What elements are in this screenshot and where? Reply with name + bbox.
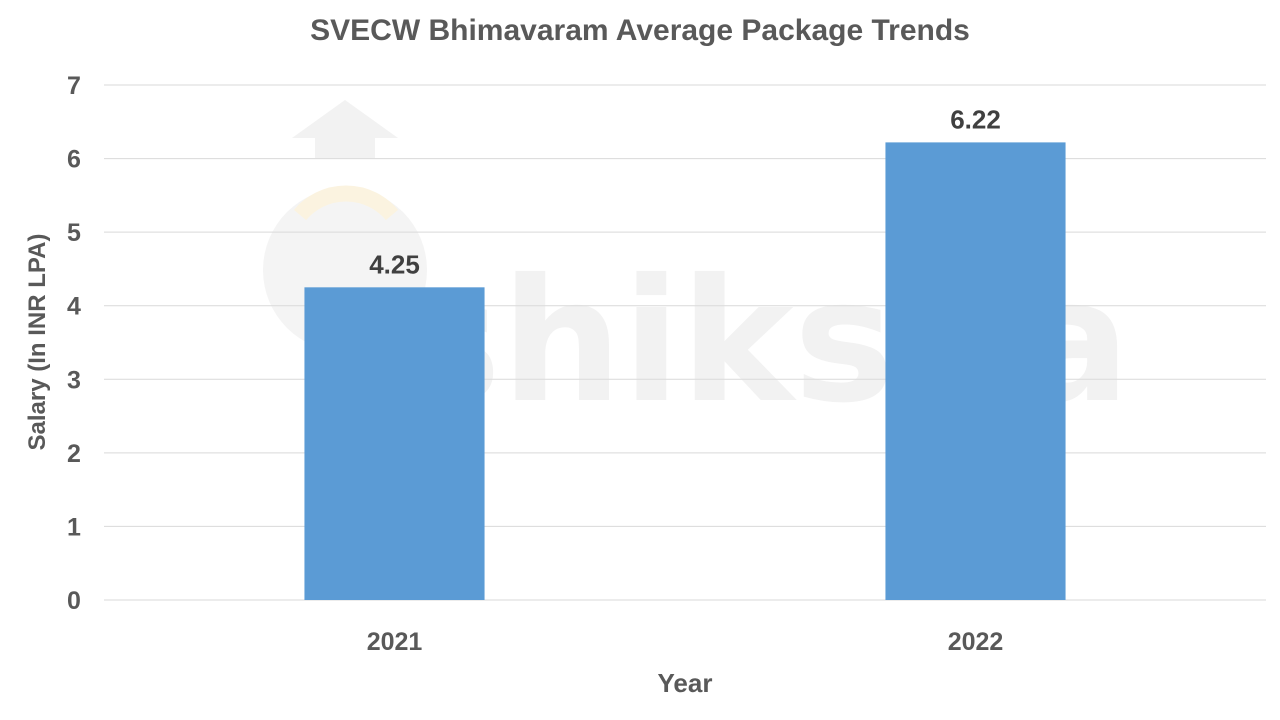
y-axis-label: Salary (In INR LPA): [24, 233, 51, 451]
y-tick-label: 4: [67, 293, 81, 321]
y-axis-ticks: 0 1 2 3 4 5 6 7: [67, 72, 81, 615]
data-labels: 4.25 6.22: [369, 104, 1001, 279]
gridlines: [104, 84, 1266, 601]
mortarboard-base: [315, 138, 375, 158]
data-label-2021: 4.25: [369, 249, 420, 279]
bars: [304, 142, 1066, 600]
y-tick-label: 7: [67, 72, 81, 100]
bar-2021: [304, 287, 485, 600]
y-tick-label: 0: [67, 587, 81, 615]
y-tick-label: 2: [67, 440, 81, 468]
y-tick-label: 6: [67, 146, 81, 174]
x-tick-label-2021: 2021: [367, 628, 423, 656]
chart-title: SVECW Bhimavaram Average Package Trends: [310, 14, 970, 47]
data-label-2022: 6.22: [950, 104, 1001, 134]
x-axis-ticks: 2021 2022: [367, 628, 1004, 656]
y-tick-label: 5: [67, 219, 81, 247]
x-tick-label-2022: 2022: [948, 628, 1004, 656]
x-axis-label: Year: [657, 668, 713, 698]
y-tick-label: 3: [67, 366, 81, 394]
mortarboard-icon: [292, 100, 398, 138]
bar-2022: [885, 142, 1066, 600]
watermark-arc: [293, 185, 399, 221]
y-tick-label: 1: [67, 513, 81, 541]
